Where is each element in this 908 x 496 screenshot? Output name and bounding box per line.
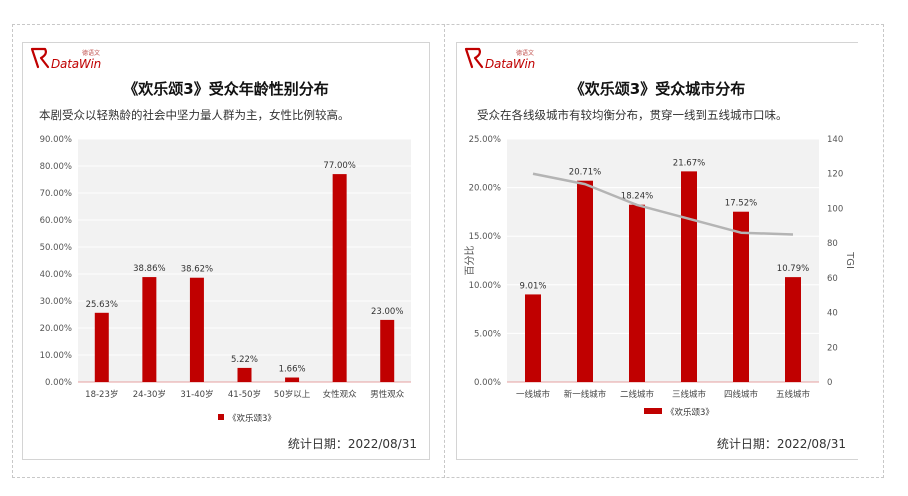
- plot-area: [507, 139, 819, 382]
- data-label: 38.86%: [133, 264, 165, 274]
- line-series-tgi: [532, 172, 794, 236]
- y-tick-label: 0.00%: [45, 378, 72, 388]
- y2-tick-label: 140: [827, 135, 843, 145]
- city-tier-chart-card: 德语文 DataWin 《欢乐颂3》受众城市分布 受众在各线级城市有较均衡分布，…: [456, 42, 858, 460]
- y-tick-label: 80.00%: [40, 162, 72, 172]
- logo-en-text: DataWin: [485, 57, 536, 71]
- bar: [94, 312, 109, 382]
- data-label: 20.71%: [569, 168, 601, 178]
- y2-tick-label: 0: [827, 378, 832, 388]
- y-tick-label: 15.00%: [469, 232, 501, 242]
- panel-divider: [444, 24, 445, 478]
- bar: [332, 174, 347, 382]
- y-tick-label: 50.00%: [40, 243, 72, 253]
- x-tick-label: 男性观众: [370, 389, 405, 400]
- legend-label: 《欢乐颂3》: [666, 407, 714, 418]
- x-tick-label: 女性观众: [323, 389, 358, 400]
- x-tick-label: 新一线城市: [564, 389, 607, 400]
- bar: [785, 277, 801, 382]
- bar: [577, 180, 593, 382]
- x-tick-label: 18-23岁: [85, 389, 118, 400]
- data-label: 9.01%: [519, 281, 546, 291]
- logo-en-text: DataWin: [51, 57, 102, 71]
- bar: [142, 277, 157, 382]
- data-label: 5.22%: [231, 355, 258, 365]
- y-tick-label: 90.00%: [40, 135, 72, 145]
- bar: [189, 277, 204, 382]
- y2-tick-label: 20: [827, 343, 838, 353]
- legend-label: 《欢乐颂3》: [228, 413, 276, 424]
- stat-date: 统计日期：2022/08/31: [287, 437, 417, 451]
- chart-title: 《欢乐颂3》受众年龄性别分布: [123, 80, 329, 98]
- x-tick-label: 二线城市: [620, 389, 655, 400]
- age-gender-bar-chart: 0.00% 10.00% 20.00% 30.00% 40.00% 50.00% 60.00…: [40, 135, 411, 424]
- y-tick-label: 25.00%: [469, 135, 501, 145]
- y-axis-label: 百分比: [464, 246, 476, 276]
- y-tick-label: 10.00%: [469, 281, 501, 291]
- chart-subtitle: 本剧受众以轻熟龄的社会中坚力量人群为主，女性比例较高。: [39, 108, 350, 122]
- x-tick-label: 24-30岁: [133, 389, 166, 400]
- y2-axis-label: TGI: [844, 251, 855, 269]
- x-tick-label: 五线城市: [776, 389, 811, 400]
- x-tick-label: 50岁以上: [274, 389, 311, 400]
- data-label: 23.00%: [371, 307, 403, 317]
- data-label: 25.63%: [86, 300, 118, 310]
- y-tick-label: 30.00%: [40, 297, 72, 307]
- y2-tick-label: 60: [827, 274, 838, 284]
- legend-swatch: [644, 408, 662, 414]
- x-tick-label: 41-50岁: [228, 389, 261, 400]
- x-tick-label: 31-40岁: [180, 389, 213, 400]
- y-tick-label: 20.00%: [40, 324, 72, 334]
- y-tick-label: 0.00%: [474, 378, 501, 388]
- data-label: 77.00%: [323, 161, 355, 171]
- data-label: 1.66%: [279, 365, 306, 375]
- data-label: 18.24%: [621, 192, 653, 202]
- legend-swatch: [218, 414, 224, 420]
- bar: [525, 294, 541, 382]
- bar: [733, 211, 749, 382]
- data-label: 21.67%: [673, 158, 705, 168]
- bar: [629, 204, 645, 382]
- logo-cn-text: 德语文: [82, 50, 101, 57]
- y2-tick-label: 40: [827, 309, 838, 319]
- data-label: 17.52%: [725, 199, 757, 209]
- y-tick-label: 40.00%: [40, 270, 72, 280]
- datawin-logo: 德语文 DataWin: [463, 46, 553, 72]
- y-tick-label: 60.00%: [40, 216, 72, 226]
- chart-title: 《欢乐颂3》受众城市分布: [569, 80, 746, 98]
- logo-cn-text: 德语文: [516, 50, 535, 57]
- y2-tick-label: 120: [827, 170, 843, 180]
- data-label: 38.62%: [181, 265, 213, 275]
- chart-subtitle: 受众在各线级城市有较均衡分布，贯穿一线到五线城市口味。: [477, 108, 788, 122]
- datawin-logo: 德语文 DataWin: [29, 46, 119, 72]
- datawin-logo-icon: [464, 47, 484, 69]
- city-tier-bar-chart: 0.00% 5.00% 10.00% 15.00% 20.00% 25.00% 9.01% 一…: [464, 135, 855, 418]
- outer-frame: [12, 24, 884, 478]
- y-tick-label: 20.00%: [469, 184, 501, 194]
- y2-tick-label: 100: [827, 204, 843, 214]
- bar: [237, 367, 252, 382]
- bar: [285, 377, 300, 382]
- bar: [380, 319, 395, 382]
- x-tick-label: 四线城市: [724, 389, 759, 400]
- x-tick-label: 三线城市: [672, 389, 707, 400]
- y-tick-label: 70.00%: [40, 189, 72, 199]
- y-tick-label: 5.00%: [474, 329, 501, 339]
- x-tick-label: 一线城市: [516, 389, 551, 400]
- age-gender-chart-card: 德语文 DataWin 《欢乐颂3》受众年龄性别分布 本剧受众以轻熟龄的社会中坚…: [22, 42, 430, 460]
- data-label: 10.79%: [777, 264, 809, 274]
- bar: [681, 171, 697, 382]
- y2-tick-label: 80: [827, 239, 838, 249]
- y-tick-label: 10.00%: [40, 351, 72, 361]
- stat-date: 统计日期：2022/08/31: [716, 437, 846, 451]
- plot-area: [78, 139, 411, 382]
- datawin-logo-icon: [30, 47, 50, 69]
